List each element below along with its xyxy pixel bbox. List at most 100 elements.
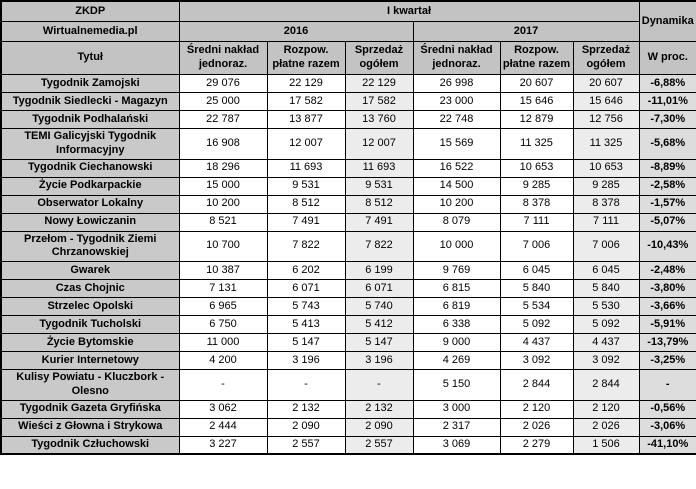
data-cell-2017-2: 8 378	[572, 194, 640, 214]
data-cell-2016-0: 7 131	[178, 279, 268, 298]
data-cell-2017-0: 6 819	[412, 297, 501, 316]
row-title: Gwarek	[0, 261, 180, 280]
data-cell-2017-1: 11 325	[499, 128, 574, 160]
data-cell-2017-1: 7 006	[499, 230, 574, 262]
data-cell-2017-2: 2 120	[572, 399, 640, 419]
data-cell-2017-1: 20 607	[499, 74, 574, 93]
header-2016-avg-print: Średni nakład jednoraz.	[178, 41, 268, 75]
data-cell-2017-0: 26 998	[412, 74, 501, 93]
table-row: Tygodnik Gazeta Gryfińska 3 062 2 132 2 132…	[0, 399, 696, 419]
data-cell-2016-2: 9 531	[344, 176, 414, 196]
header-2017-paid-dist: Rozpow. płatne razem	[499, 41, 574, 75]
data-cell-2016-2: 11 693	[344, 158, 414, 178]
data-cell-2017-1: 6 045	[499, 261, 574, 280]
data-cell-2017-0: 16 522	[412, 158, 501, 178]
data-cell-2016-2: -	[344, 369, 414, 401]
data-cell-2016-2: 17 582	[344, 92, 414, 111]
data-cell-2016-2: 13 760	[344, 110, 414, 129]
table-row: Tygodnik Zamojski 29 076 22 129 22 129 26 99…	[0, 74, 696, 93]
data-cell-2016-1: 17 582	[266, 92, 346, 111]
data-cell-2016-2: 6 199	[344, 261, 414, 280]
row-title: Życie Bytomskie	[0, 333, 180, 352]
data-cell-2016-1: 5 743	[266, 297, 346, 316]
data-cell-2017-2: 11 325	[572, 128, 640, 160]
data-cell-2017-2: 10 653	[572, 158, 640, 178]
row-title: Tygodnik Ciechanowski	[0, 158, 180, 178]
data-cell-2016-1: 7 822	[266, 230, 346, 262]
row-title: Przełom - Tygodnik Ziemi Chrzanowskiej	[0, 230, 180, 262]
data-cell-2016-0: 2 444	[178, 417, 268, 437]
data-cell-2016-1: 13 877	[266, 110, 346, 129]
data-cell-2016-2: 12 007	[344, 128, 414, 160]
data-cell-2017-0: 15 569	[412, 128, 501, 160]
data-cell-2017-0: 9 769	[412, 261, 501, 280]
data-cell-2017-0: 2 317	[412, 417, 501, 437]
data-cell-2016-1: 5 413	[266, 315, 346, 334]
row-title: Tygodnik Człuchowski	[0, 435, 180, 455]
row-title: Tygodnik Siedlecki - Magazyn	[0, 92, 180, 111]
data-cell-2017-2: 7 006	[572, 230, 640, 262]
dynamics-cell: -5,07%	[638, 212, 696, 232]
dynamics-cell: -10,43%	[638, 230, 696, 262]
data-cell-2016-2: 5 740	[344, 297, 414, 316]
data-cell-2016-2: 8 512	[344, 194, 414, 214]
data-cell-2016-2: 7 491	[344, 212, 414, 232]
data-cell-2016-0: 3 062	[178, 399, 268, 419]
table-body: Tygodnik Zamojski 29 076 22 129 22 129 26 99…	[0, 74, 696, 455]
header-brand: Wirtualnemedia.pl	[0, 21, 180, 42]
row-title: Życie Podkarpackie	[0, 176, 180, 196]
dynamics-cell: -5,91%	[638, 315, 696, 334]
data-cell-2017-1: 2 844	[499, 369, 574, 401]
data-cell-2016-1: 8 512	[266, 194, 346, 214]
data-cell-2017-1: 5 840	[499, 279, 574, 298]
dynamics-cell: -5,68%	[638, 128, 696, 160]
data-cell-2016-2: 22 129	[344, 74, 414, 93]
data-cell-2017-1: 5 534	[499, 297, 574, 316]
data-cell-2017-1: 3 092	[499, 351, 574, 370]
data-cell-2017-0: 4 269	[412, 351, 501, 370]
header-quarter: I kwartał	[178, 0, 640, 22]
dynamics-cell: -3,80%	[638, 279, 696, 298]
data-cell-2016-0: 8 521	[178, 212, 268, 232]
dynamics-cell: -6,88%	[638, 74, 696, 93]
row-title: Obserwator Lokalny	[0, 194, 180, 214]
data-cell-2017-1: 4 437	[499, 333, 574, 352]
data-cell-2016-2: 3 196	[344, 351, 414, 370]
header-2017-total-sales: Sprzedaż ogółem	[572, 41, 640, 75]
data-cell-2016-1: 12 007	[266, 128, 346, 160]
data-cell-2017-0: 6 815	[412, 279, 501, 298]
data-cell-2017-0: 22 748	[412, 110, 501, 129]
row-title: Strzelec Opolski	[0, 297, 180, 316]
header-year-2016: 2016	[178, 21, 414, 42]
data-cell-2017-2: 20 607	[572, 74, 640, 93]
header-dynamics: Dynamika	[638, 0, 696, 42]
data-cell-2017-0: 23 000	[412, 92, 501, 111]
circulation-table: ZKDP I kwartał Dynamika Wirtualnemedia.p…	[0, 0, 696, 455]
table-row: Tygodnik Tucholski 6 750 5 413 5 412 6 338 5 …	[0, 315, 696, 334]
data-cell-2016-1: 3 196	[266, 351, 346, 370]
header-row-metrics: Tytuł Średni nakład jednoraz. Rozpow. pł…	[0, 41, 696, 75]
dynamics-cell: -8,89%	[638, 158, 696, 178]
data-cell-2016-2: 7 822	[344, 230, 414, 262]
data-cell-2017-0: 8 079	[412, 212, 501, 232]
header-year-2017: 2017	[412, 21, 640, 42]
data-cell-2017-2: 3 092	[572, 351, 640, 370]
data-cell-2016-1: 2 557	[266, 435, 346, 455]
data-cell-2016-1: 11 693	[266, 158, 346, 178]
table-row: Tygodnik Człuchowski 3 227 2 557 2 557 3 069…	[0, 435, 696, 455]
data-cell-2017-1: 2 120	[499, 399, 574, 419]
header-row-years: Wirtualnemedia.pl 2016 2017	[0, 21, 696, 42]
data-cell-2016-2: 2 557	[344, 435, 414, 455]
table-row: Strzelec Opolski 6 965 5 743 5 740 6 819 5 53…	[0, 297, 696, 316]
data-cell-2016-1: 2 132	[266, 399, 346, 419]
table-row: Nowy Łowiczanin 8 521 7 491 7 491 8 079 7 111…	[0, 212, 696, 232]
data-cell-2016-2: 2 090	[344, 417, 414, 437]
table-row: Tygodnik Podhalański 22 787 13 877 13 760 22…	[0, 110, 696, 129]
data-cell-2016-1: 7 491	[266, 212, 346, 232]
data-cell-2017-2: 6 045	[572, 261, 640, 280]
table-row: TEMI Galicyjski Tygodnik Informacyjny 16 …	[0, 128, 696, 160]
data-cell-2016-0: 10 200	[178, 194, 268, 214]
data-cell-2017-1: 5 092	[499, 315, 574, 334]
table-row: Czas Chojnic 7 131 6 071 6 071 6 815 5 840 5 8…	[0, 279, 696, 298]
data-cell-2016-0: 3 227	[178, 435, 268, 455]
